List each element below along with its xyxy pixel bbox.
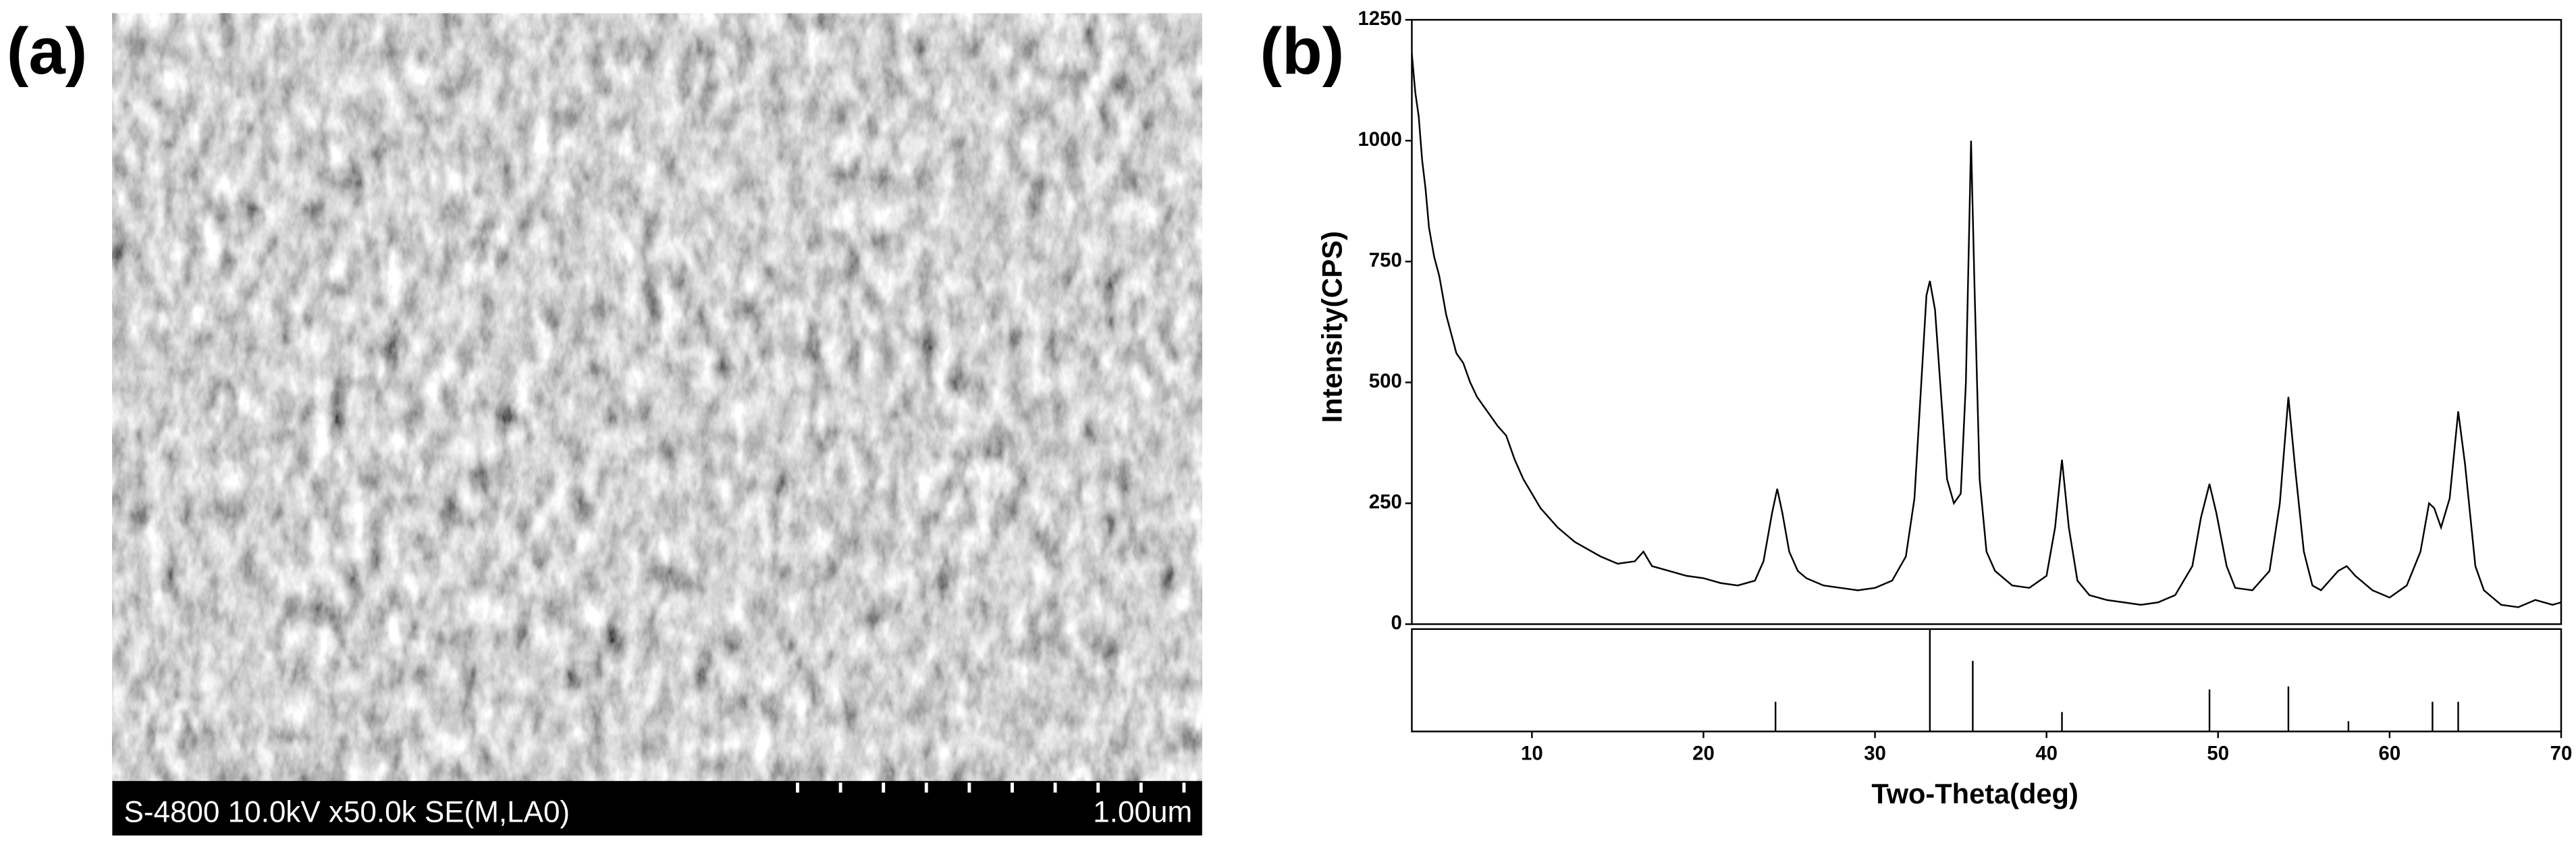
y-tick-label: 500 (1369, 370, 1402, 392)
sem-info: S-4800 10.0kV x50.0k SE(M,LA0) (124, 795, 570, 828)
y-tick-label: 250 (1369, 491, 1402, 513)
y-axis-label: Intensity(CPS) (1316, 231, 1347, 423)
xrd-line (1411, 53, 2562, 608)
x-tick-label: 40 (2035, 742, 2058, 764)
y-tick-label: 0 (1391, 612, 1401, 634)
plot-frame (1411, 19, 2562, 625)
sem-texture (112, 13, 1202, 781)
scale-label: 1.00um (1093, 795, 1192, 828)
scale-bar (796, 782, 1186, 793)
x-axis-label: Two-Theta(deg) (1871, 778, 2078, 809)
panel-label: (a) (7, 14, 88, 88)
x-tick-label: 20 (1692, 742, 1715, 764)
x-tick-label: 60 (2379, 742, 2401, 764)
x-tick-label: 10 (1521, 742, 1543, 764)
panel-label: (b) (1260, 14, 1344, 88)
reference-frame (1411, 628, 2562, 733)
x-tick-label: 50 (2207, 742, 2229, 764)
info-bar (112, 780, 1202, 836)
x-tick-label: 30 (1864, 742, 1886, 764)
x-tick-label: 70 (2550, 742, 2573, 764)
y-tick-label: 750 (1369, 249, 1402, 271)
y-tick-label: 1000 (1358, 128, 1401, 151)
y-tick-label: 1250 (1358, 7, 1401, 30)
